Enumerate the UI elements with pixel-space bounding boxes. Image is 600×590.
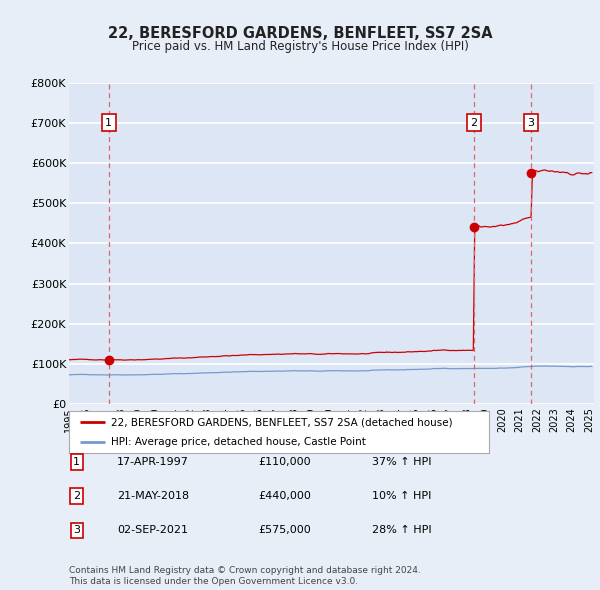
Text: £440,000: £440,000 bbox=[258, 491, 311, 501]
Text: 22, BERESFORD GARDENS, BENFLEET, SS7 2SA: 22, BERESFORD GARDENS, BENFLEET, SS7 2SA bbox=[107, 25, 493, 41]
Text: 1: 1 bbox=[105, 118, 112, 128]
Text: 37% ↑ HPI: 37% ↑ HPI bbox=[372, 457, 431, 467]
Text: £575,000: £575,000 bbox=[258, 526, 311, 535]
Text: Contains HM Land Registry data © Crown copyright and database right 2024.
This d: Contains HM Land Registry data © Crown c… bbox=[69, 566, 421, 586]
Text: £110,000: £110,000 bbox=[258, 457, 311, 467]
Text: 22, BERESFORD GARDENS, BENFLEET, SS7 2SA (detached house): 22, BERESFORD GARDENS, BENFLEET, SS7 2SA… bbox=[111, 417, 452, 427]
Text: 28% ↑ HPI: 28% ↑ HPI bbox=[372, 526, 431, 535]
Text: 1: 1 bbox=[73, 457, 80, 467]
Text: 3: 3 bbox=[527, 118, 535, 128]
Text: Price paid vs. HM Land Registry's House Price Index (HPI): Price paid vs. HM Land Registry's House … bbox=[131, 40, 469, 53]
Text: 2: 2 bbox=[470, 118, 478, 128]
Text: 02-SEP-2021: 02-SEP-2021 bbox=[117, 526, 188, 535]
Text: 3: 3 bbox=[73, 526, 80, 535]
Text: HPI: Average price, detached house, Castle Point: HPI: Average price, detached house, Cast… bbox=[111, 437, 366, 447]
Text: 10% ↑ HPI: 10% ↑ HPI bbox=[372, 491, 431, 501]
Text: 2: 2 bbox=[73, 491, 80, 501]
Text: 21-MAY-2018: 21-MAY-2018 bbox=[117, 491, 189, 501]
Text: 17-APR-1997: 17-APR-1997 bbox=[117, 457, 189, 467]
